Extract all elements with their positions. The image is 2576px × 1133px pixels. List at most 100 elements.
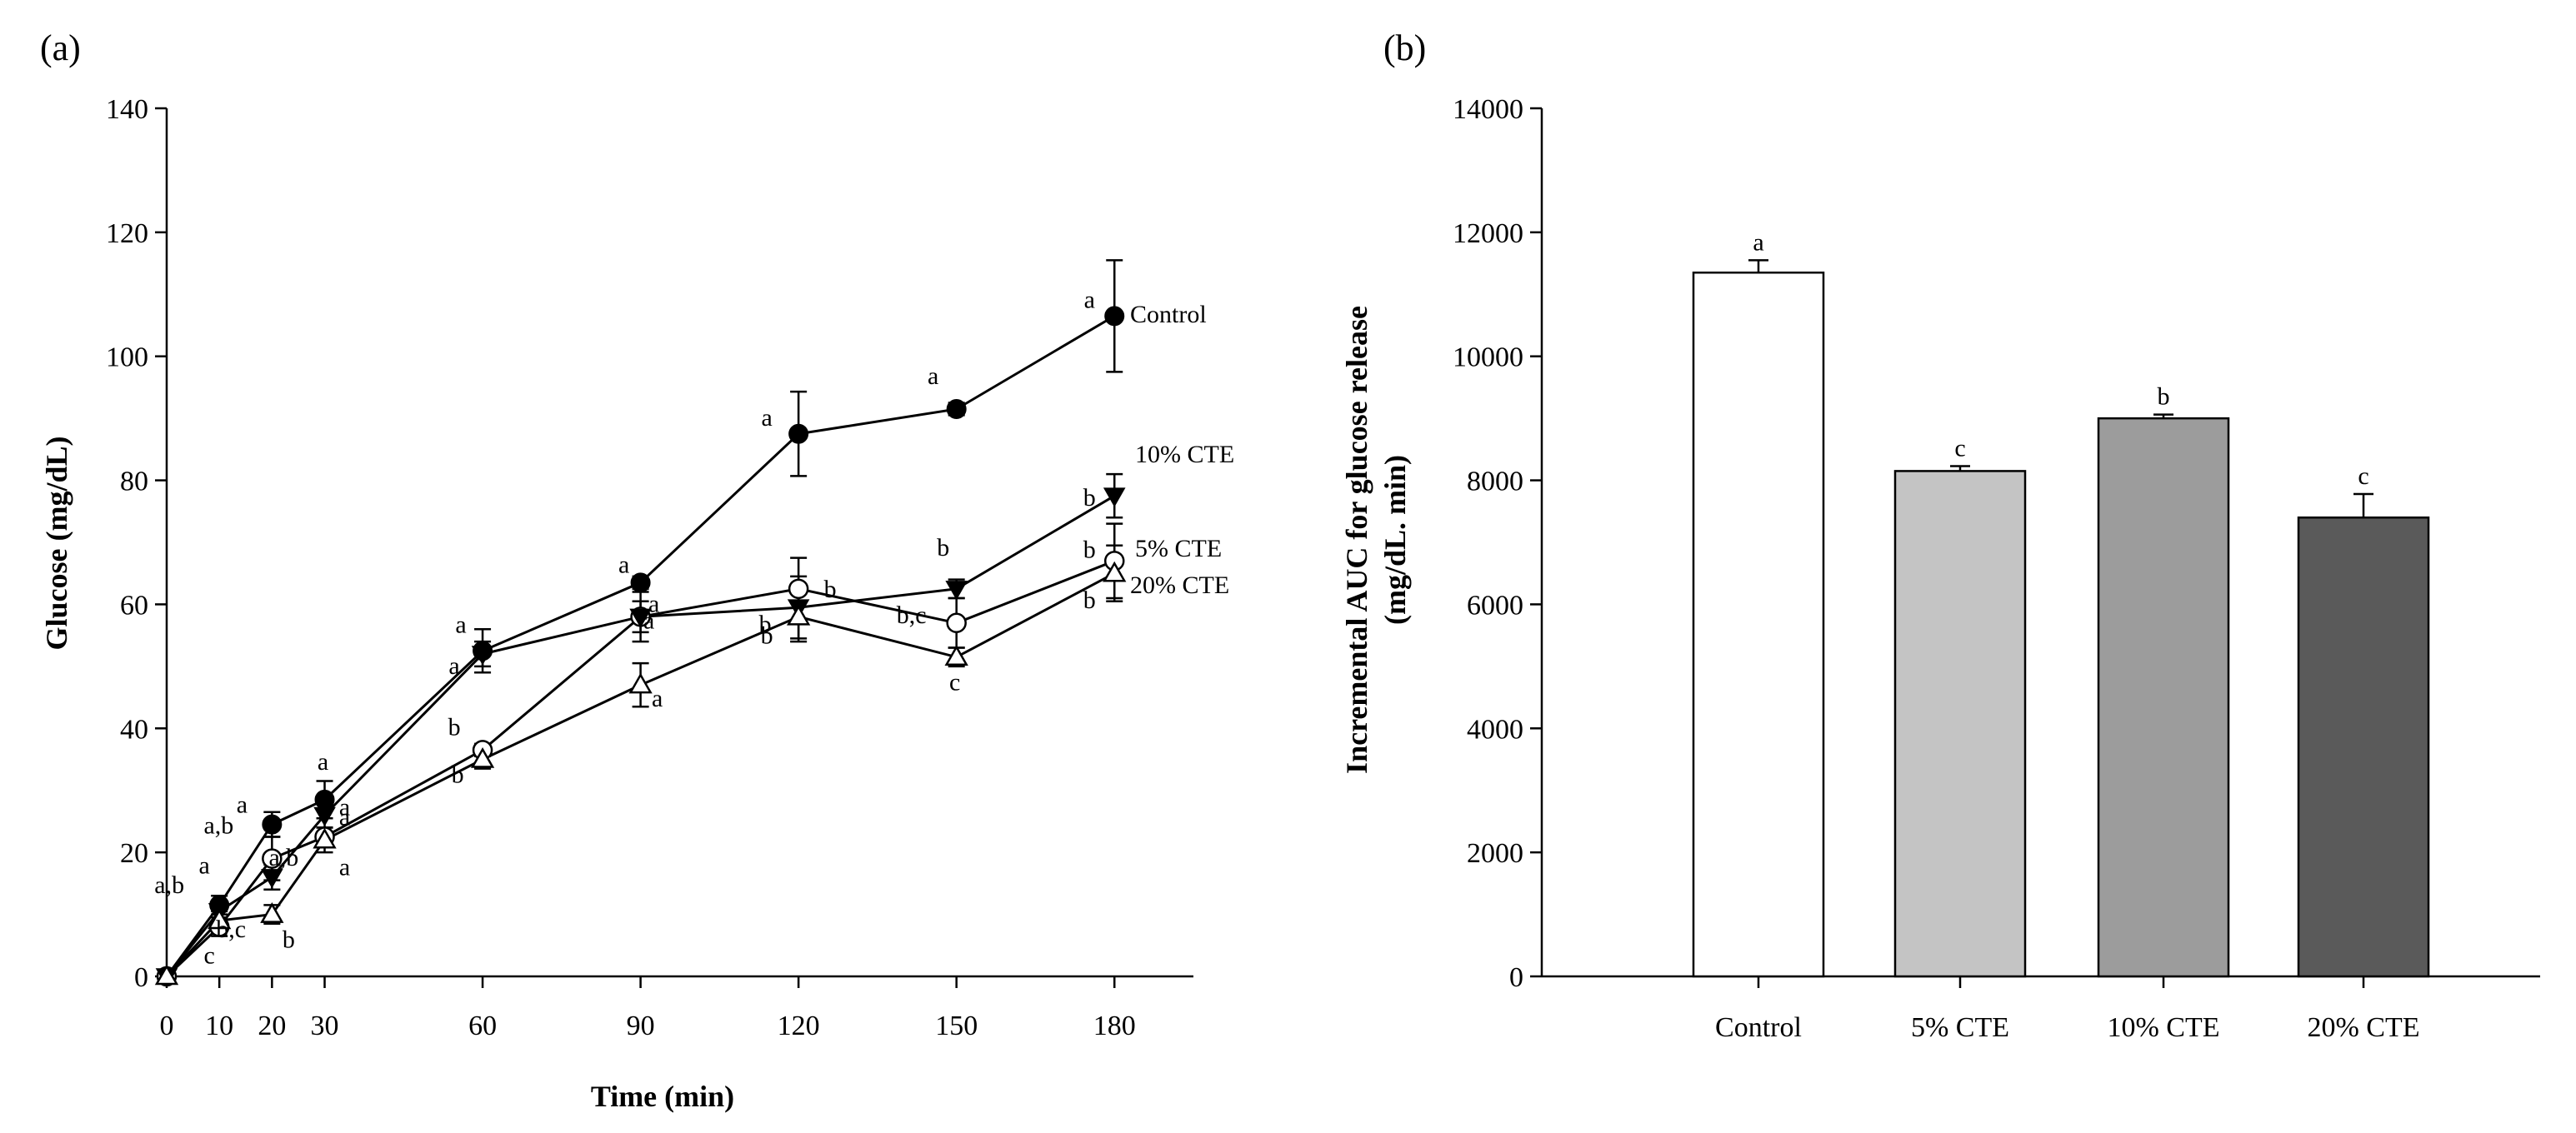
y-tick-label-a: 20	[120, 838, 148, 869]
marker-control	[946, 398, 967, 419]
error-bars-a	[211, 259, 1123, 937]
series-line-control	[165, 315, 1115, 977]
series-label-5-cte: 5% CTE	[1135, 535, 1222, 562]
sig-letter-5-cte: b	[1083, 536, 1096, 563]
marker-control	[1104, 306, 1125, 327]
sig-letter-10-cte: b	[2158, 383, 2170, 411]
sig-letter-control: a	[928, 362, 938, 390]
y-tick-label-a: 60	[120, 590, 148, 621]
bar-control	[1692, 271, 1825, 978]
sig-letter-5-cte: b	[448, 713, 461, 741]
error-bar-10-cte	[2153, 413, 2173, 419]
y-tick-label-a: 40	[120, 714, 148, 745]
category-label-20-cte: 20% CTE	[2307, 1012, 2419, 1043]
y-tick-label-b: 12000	[1453, 218, 1523, 249]
sig-letter-control: a	[618, 551, 629, 578]
sig-letter-5-cte: a	[643, 606, 654, 634]
sig-letter-10-cte: a,b	[268, 844, 298, 871]
marker-control	[314, 789, 335, 810]
marker-control	[788, 423, 809, 444]
y-tick-label-b: 8000	[1467, 467, 1523, 497]
y-tick-label-b: 2000	[1467, 838, 1523, 869]
sig-letter-5-cte: a	[339, 804, 350, 831]
sig-letter-20-cte: b	[1083, 586, 1096, 614]
sig-letter-20-cte: b	[452, 761, 464, 789]
bar-20-cte	[2297, 516, 2430, 978]
sig-letter-control: a	[1084, 286, 1095, 313]
error-bar-20-cte	[2353, 492, 2373, 518]
marker-20-cte	[470, 746, 495, 768]
x-tick-label-a: 30	[311, 1011, 339, 1041]
series-line-10-cte	[165, 494, 1115, 977]
series-label-10-cte: 10% CTE	[1135, 441, 1234, 468]
tick-group-b: 0 2000 4000 6000 8000 10000 12000 14000	[1453, 94, 1542, 993]
y-axis-title-b-line2: (mg/dL. min)	[1378, 455, 1412, 625]
category-labels-b: Control 5% CTE 10% CTE 20% CTE	[1715, 1012, 2419, 1043]
category-label-control: Control	[1715, 1012, 1802, 1043]
y-tick-label-a: 120	[106, 218, 148, 249]
bar-5-cte	[1893, 470, 2027, 978]
sig-letter-20-cte: a	[339, 853, 350, 881]
sig-letter-10-cte: b	[759, 611, 772, 638]
x-tick-label-a: 0	[160, 1011, 174, 1041]
marker-20-cte	[786, 604, 811, 626]
sig-letter-control: a	[199, 851, 210, 879]
marker-10-cte	[261, 869, 283, 889]
y-tick-label-a: 100	[106, 342, 148, 373]
sig-letter-control: a	[237, 791, 248, 819]
marker-control	[262, 814, 283, 835]
bars-b	[1692, 271, 2430, 988]
error-bar-control	[1748, 259, 1768, 273]
y-tick-label-a: 140	[106, 94, 148, 125]
x-tick-label-a: 180	[1093, 1011, 1136, 1041]
sig-letter-10-cte: a,b	[154, 871, 184, 899]
series-label-20-cte: 20% CTE	[1130, 571, 1229, 599]
marker-5-cte	[788, 578, 809, 600]
sig-letter-5-cte: a,b	[203, 812, 233, 840]
marker-20-cte	[260, 902, 284, 923]
y-tick-label-b: 10000	[1453, 342, 1523, 373]
y-tick-label-b: 4000	[1467, 714, 1523, 745]
marker-5-cte	[946, 612, 967, 634]
sig-letter-control: a	[761, 404, 772, 432]
marker-20-cte	[154, 964, 179, 986]
y-tick-label-b: 0	[1509, 962, 1523, 993]
sig-letter-control: a	[318, 748, 328, 776]
sig-letter-20-cte: b,c	[216, 916, 246, 943]
y-tick-label-b: 14000	[1453, 94, 1523, 125]
x-tick-label-a: 90	[627, 1011, 655, 1041]
x-axis-title-a: Time (min)	[591, 1080, 734, 1113]
significance-letters-b: a c b c	[1753, 228, 2368, 490]
marker-10-cte	[471, 646, 494, 666]
sig-letter-control: a	[1753, 228, 1763, 256]
sig-letter-control: a	[455, 611, 466, 638]
x-tick-label-a: 60	[468, 1011, 497, 1041]
sig-letter-10-cte: b	[1083, 484, 1096, 512]
markers-a	[154, 306, 1127, 988]
sig-letter-5-cte: b,c	[897, 601, 927, 629]
x-tick-label-a: 20	[258, 1011, 286, 1041]
panel-label-b: (b)	[1383, 27, 1426, 68]
x-tick-label-a: 150	[935, 1011, 978, 1041]
marker-20-cte	[628, 672, 653, 694]
sig-letter-5-cte: b	[824, 576, 837, 603]
marker-10-cte	[1103, 487, 1126, 507]
sig-letter-20-cte: a	[652, 685, 663, 712]
sig-letter-20-cte: b	[761, 621, 773, 649]
sig-letter-10-cte: a	[448, 652, 459, 680]
series-lines-a	[165, 315, 1115, 978]
series-label-control: Control	[1130, 301, 1207, 328]
marker-control	[630, 572, 651, 593]
sig-letter-10-cte: a	[339, 793, 350, 821]
error-bar-5-cte	[1950, 465, 1970, 472]
bar-chart-panel-b: (b) Incremental AUC for glucose release …	[1340, 27, 2540, 1043]
y-tick-label-a: 80	[120, 467, 148, 497]
marker-20-cte	[208, 908, 232, 930]
marker-10-cte	[629, 608, 652, 628]
y-tick-label-a: 0	[134, 962, 148, 993]
y-tick-label-b: 6000	[1467, 590, 1523, 621]
sig-letter-20-cte: c	[2358, 462, 2368, 490]
sig-letter-10-cte: a	[648, 590, 659, 617]
